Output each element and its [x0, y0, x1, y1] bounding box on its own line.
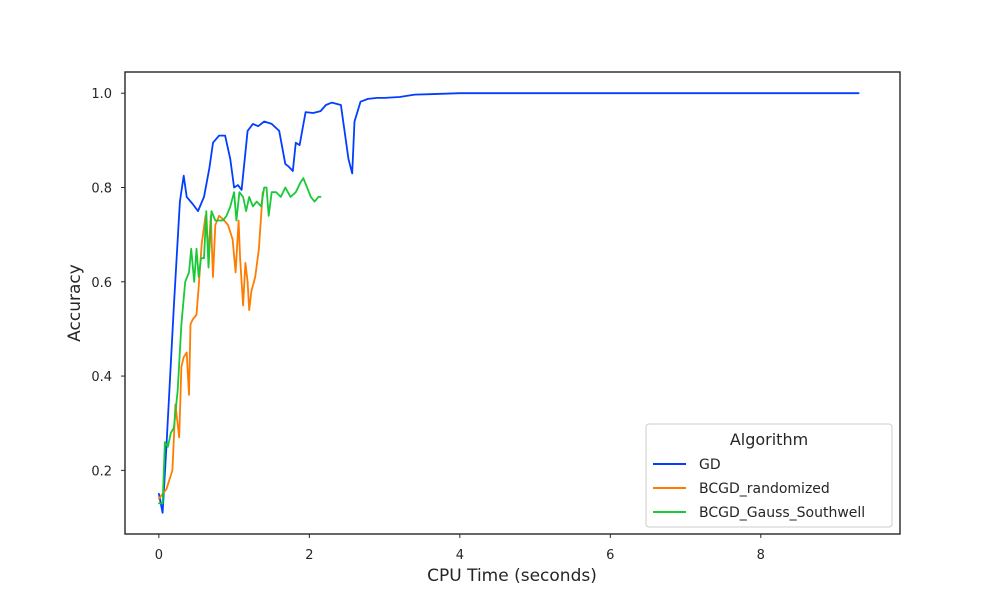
- series-line-bcgd-gauss-southwell: [157, 177, 322, 505]
- y-axis-label: Accuracy: [65, 264, 85, 342]
- legend: Algorithm GD BCGD_randomized BCGD_Gauss_So…: [645, 423, 893, 528]
- y-tick-label: 0.2: [91, 464, 112, 479]
- plot-frame: [124, 71, 901, 535]
- x-axis-label: CPU Time (seconds): [427, 566, 597, 586]
- x-tick-label: 6: [606, 548, 614, 563]
- legend-entries: GD BCGD_randomized BCGD_Gauss_Southwell: [653, 457, 865, 521]
- x-tick-label: 8: [757, 548, 765, 563]
- y-axis: 0.2 0.4 0.6 0.8 1.0: [91, 87, 125, 479]
- legend-label-gd: GD: [699, 457, 721, 473]
- x-tick-label: 2: [305, 548, 313, 563]
- y-tick-label: 0.4: [91, 370, 112, 385]
- legend-label-bcgd-randomized: BCGD_randomized: [699, 481, 830, 497]
- x-tick-label: 4: [456, 548, 464, 563]
- legend-box: [645, 423, 893, 528]
- series-line-gd: [157, 92, 860, 514]
- x-tick-label: 0: [155, 548, 163, 563]
- series-layer: [157, 92, 860, 514]
- y-tick-label: 0.6: [91, 276, 112, 291]
- y-tick-label: 0.8: [91, 182, 112, 197]
- legend-title: Algorithm: [730, 430, 808, 449]
- y-tick-label: 1.0: [91, 87, 112, 102]
- legend-label-bcgd-gauss-southwell: BCGD_Gauss_Southwell: [699, 505, 865, 521]
- x-axis: 0 2 4 6 8: [155, 534, 765, 563]
